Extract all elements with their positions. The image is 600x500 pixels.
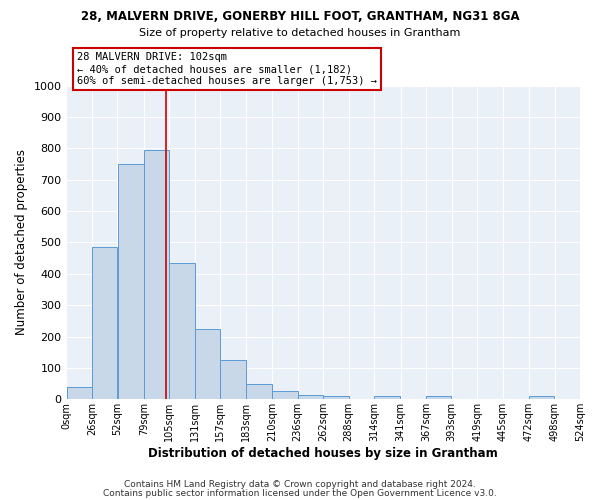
X-axis label: Distribution of detached houses by size in Grantham: Distribution of detached houses by size … xyxy=(148,447,498,460)
Bar xyxy=(195,328,220,400)
Text: Contains public sector information licensed under the Open Government Licence v3: Contains public sector information licen… xyxy=(103,490,497,498)
Bar xyxy=(298,394,323,400)
Bar xyxy=(144,150,169,400)
Text: Contains HM Land Registry data © Crown copyright and database right 2024.: Contains HM Land Registry data © Crown c… xyxy=(124,480,476,489)
Bar xyxy=(92,247,117,400)
Bar xyxy=(323,396,349,400)
Bar xyxy=(67,386,92,400)
Text: 28 MALVERN DRIVE: 102sqm
← 40% of detached houses are smaller (1,182)
60% of sem: 28 MALVERN DRIVE: 102sqm ← 40% of detach… xyxy=(77,52,377,86)
Bar xyxy=(169,263,194,400)
Text: 28, MALVERN DRIVE, GONERBY HILL FOOT, GRANTHAM, NG31 8GA: 28, MALVERN DRIVE, GONERBY HILL FOOT, GR… xyxy=(80,10,520,23)
Y-axis label: Number of detached properties: Number of detached properties xyxy=(15,150,28,336)
Bar xyxy=(529,396,554,400)
Bar xyxy=(374,396,400,400)
Bar xyxy=(220,360,245,400)
Bar xyxy=(272,392,298,400)
Bar xyxy=(246,384,272,400)
Bar xyxy=(426,396,451,400)
Text: Size of property relative to detached houses in Grantham: Size of property relative to detached ho… xyxy=(139,28,461,38)
Bar xyxy=(118,164,143,400)
